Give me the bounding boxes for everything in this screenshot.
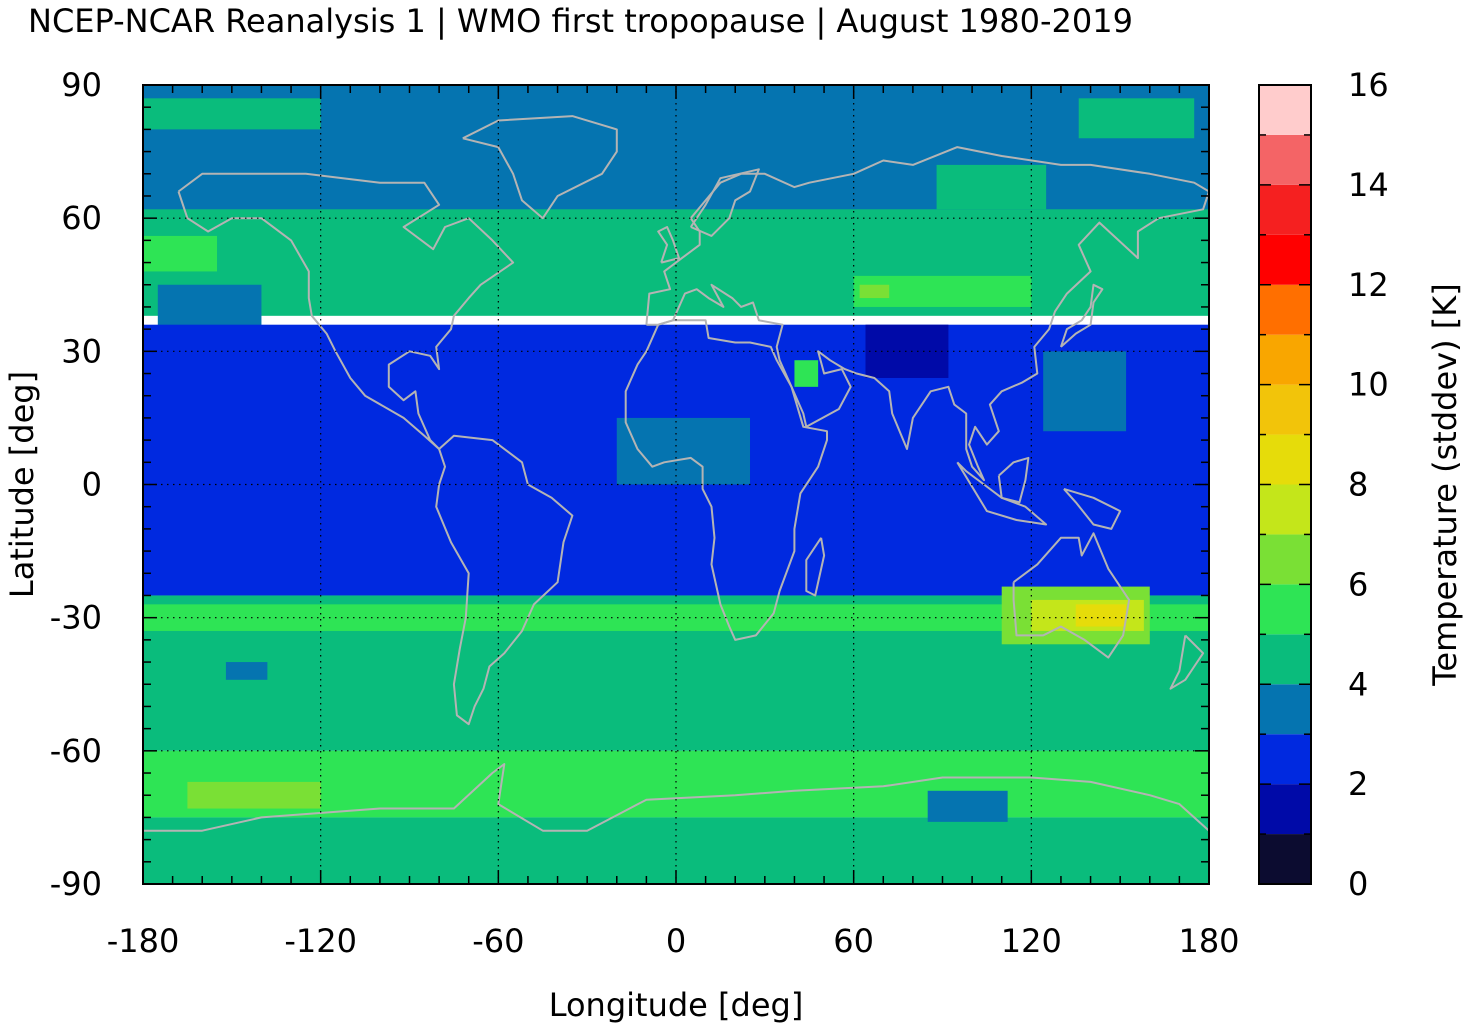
colorbar-ticks: [1259, 84, 1311, 885]
coastline-uk: [657, 226, 680, 264]
coastline-new-zealand: [1169, 634, 1205, 690]
coastline-madagascar: [805, 537, 826, 597]
colorbar-bin: [1259, 85, 1311, 135]
colorbar-bin: [1259, 634, 1311, 685]
colorbar-bin: [1259, 234, 1311, 285]
y-axis-label: Latitude [deg]: [3, 371, 41, 598]
y-tick-label: -90: [50, 865, 102, 903]
x-tick-labels: -180 -120 -60 0 60 120 180: [107, 922, 1240, 960]
colorbar-bin: [1259, 484, 1311, 535]
colorbar-tick-label: 14: [1348, 166, 1389, 204]
coastline-indonesia: [956, 461, 1048, 526]
coastline-australia: [1012, 532, 1131, 659]
field-region-siberia-patch: [936, 164, 1047, 210]
coastline-south-america: [435, 434, 574, 726]
field-region-tibet-minimum: [865, 324, 949, 378]
x-tick-label: -120: [284, 922, 357, 960]
x-tick-label: -60: [472, 922, 524, 960]
y-tick-labels: 90 60 30 0 -30 -60 -90: [50, 66, 102, 903]
coastline-north-america: [177, 172, 515, 450]
colorbar-bin: [1259, 134, 1311, 185]
gridlines: [143, 85, 1209, 884]
colorbar-tick-label: 10: [1348, 366, 1389, 404]
field-region-australia-peak: [1075, 604, 1127, 627]
colorbar-bin: [1259, 434, 1311, 485]
colorbar-tick-label: 4: [1348, 665, 1368, 703]
field-region-south-pacific-pocket: [225, 662, 268, 680]
colorbar-bin: [1259, 684, 1311, 735]
colorbar-bin: [1259, 784, 1311, 835]
x-tick-label: 60: [833, 922, 874, 960]
coastline-japan: [1059, 283, 1104, 348]
x-tick-label: -180: [107, 922, 180, 960]
chart-title: NCEP-NCAR Reanalysis 1 | WMO first tropo…: [28, 2, 1133, 40]
colorbar-bin: [1259, 534, 1311, 585]
field-region-central-asia-core: [859, 284, 890, 299]
y-tick-label: 0: [82, 466, 102, 504]
coastline-new-guinea: [1063, 487, 1122, 530]
coastline-eurasia: [645, 146, 1210, 482]
y-tick-label: 30: [61, 332, 102, 370]
field-region-africa-patch: [616, 417, 751, 485]
coastline-antarctica: [143, 763, 1210, 832]
colorbar-bin: [1259, 384, 1311, 435]
coastline-scandinavia: [689, 168, 760, 237]
coastline-greenland: [462, 115, 618, 220]
colorbar-bin: [1259, 734, 1311, 785]
field-region-arctic-ocean-patch-east: [1078, 98, 1195, 139]
colorbar-tick-label: 0: [1348, 865, 1368, 903]
field-region-east-antarctic-pocket: [927, 790, 1008, 822]
coastline-africa: [624, 319, 828, 641]
y-tick-label: 60: [61, 199, 102, 237]
colorbar-tick-label: 16: [1348, 66, 1389, 104]
field-region-arabia-patch: [794, 360, 819, 387]
x-axis-label: Longitude [deg]: [549, 986, 804, 1024]
colorbar-bin: [1259, 184, 1311, 235]
colorbar-label: Temperature (stddev) [K]: [1426, 283, 1464, 686]
colorbar-bin: [1259, 584, 1311, 635]
y-tick-label: 90: [61, 66, 102, 104]
colorbar-bin: [1259, 284, 1311, 335]
x-tick-label: 120: [1001, 922, 1062, 960]
y-tick-label: -30: [50, 599, 102, 637]
x-tick-label: 0: [666, 922, 686, 960]
colorbar: [1258, 84, 1312, 885]
colorbar-tick-labels: 16 14 12 10 8 6 4 2 0: [1348, 66, 1389, 903]
colorbar-tick-label: 2: [1348, 765, 1368, 803]
field-region-arctic-ocean-patch-west: [143, 98, 321, 130]
colorbar-tick-label: 6: [1348, 565, 1368, 603]
axis-ticks: [142, 84, 1210, 885]
coastline-borneo: [997, 456, 1030, 504]
colorbar-bin: [1259, 834, 1311, 884]
field-region-west-pacific-patch: [1043, 351, 1127, 432]
colorbar-bin: [1259, 334, 1311, 385]
x-tick-label: 180: [1178, 922, 1239, 960]
colorbar-tick-label: 12: [1348, 266, 1389, 304]
coastlines: [143, 115, 1210, 832]
y-tick-label: -60: [50, 732, 102, 770]
field-region-antarctic-ring-core: [187, 781, 321, 809]
field-region-north-pacific-green: [143, 235, 218, 272]
colorbar-tick-label: 8: [1348, 466, 1368, 504]
